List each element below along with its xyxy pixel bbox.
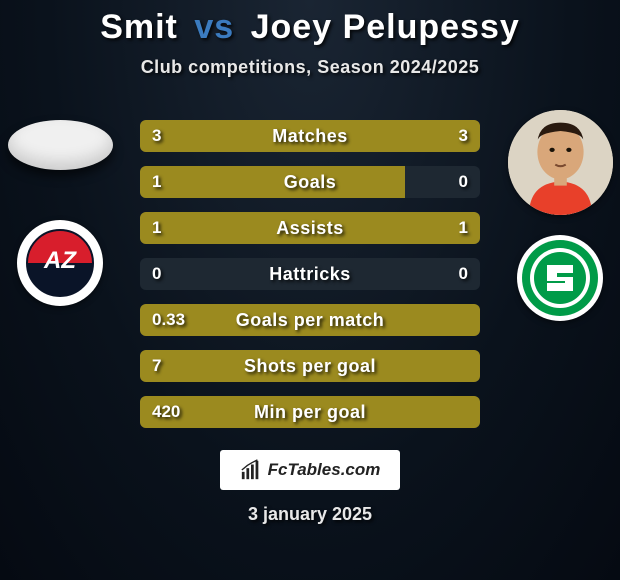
player2-name: Joey Pelupessy <box>251 8 520 46</box>
stat-value-left: 3 <box>140 126 200 146</box>
footer-brand: FcTables.com <box>220 450 400 490</box>
svg-text:FC GRONINGEN: FC GRONINGEN <box>517 235 540 237</box>
stat-value-right: 1 <box>420 218 480 238</box>
stat-row: 0.33Goals per match <box>140 304 480 336</box>
stat-row: 1Goals0 <box>140 166 480 198</box>
stat-row: 7Shots per goal <box>140 350 480 382</box>
stat-value-left: 1 <box>140 218 200 238</box>
footer-brand-text: FcTables.com <box>268 460 381 480</box>
stat-row: 420Min per goal <box>140 396 480 428</box>
stat-value-right: 3 <box>420 126 480 146</box>
left-column: AZ <box>0 110 120 306</box>
stats-container: 3Matches31Goals01Assists10Hattricks00.33… <box>140 120 480 428</box>
player2-club-logo: FC GRONINGEN <box>517 235 603 321</box>
stat-label: Hattricks <box>200 264 420 285</box>
stat-row: 0Hattricks0 <box>140 258 480 290</box>
stat-label: Goals per match <box>200 310 420 331</box>
stat-label: Goals <box>200 172 420 193</box>
player1-club-logo: AZ <box>17 220 103 306</box>
stat-value-left: 0.33 <box>140 310 200 330</box>
stat-row: 3Matches3 <box>140 120 480 152</box>
stat-label: Shots per goal <box>200 356 420 377</box>
svg-text:AZ: AZ <box>43 247 77 274</box>
stat-value-left: 1 <box>140 172 200 192</box>
stat-value-right: 0 <box>420 264 480 284</box>
stat-label: Assists <box>200 218 420 239</box>
stat-value-left: 7 <box>140 356 200 376</box>
player2-avatar <box>508 110 613 215</box>
subtitle: Club competitions, Season 2024/2025 <box>0 57 620 78</box>
date: 3 january 2025 <box>0 504 620 525</box>
stat-label: Min per goal <box>200 402 420 423</box>
chart-icon <box>240 459 262 481</box>
vs-separator: vs <box>194 8 234 46</box>
stat-value-left: 420 <box>140 402 200 422</box>
stat-value-right: 0 <box>420 172 480 192</box>
stat-row: 1Assists1 <box>140 212 480 244</box>
comparison-title: Smit vs Joey Pelupessy <box>0 0 620 47</box>
stat-value-left: 0 <box>140 264 200 284</box>
stat-label: Matches <box>200 126 420 147</box>
player1-name: Smit <box>100 8 178 46</box>
right-column: FC GRONINGEN <box>500 110 620 321</box>
player1-avatar <box>8 120 113 170</box>
